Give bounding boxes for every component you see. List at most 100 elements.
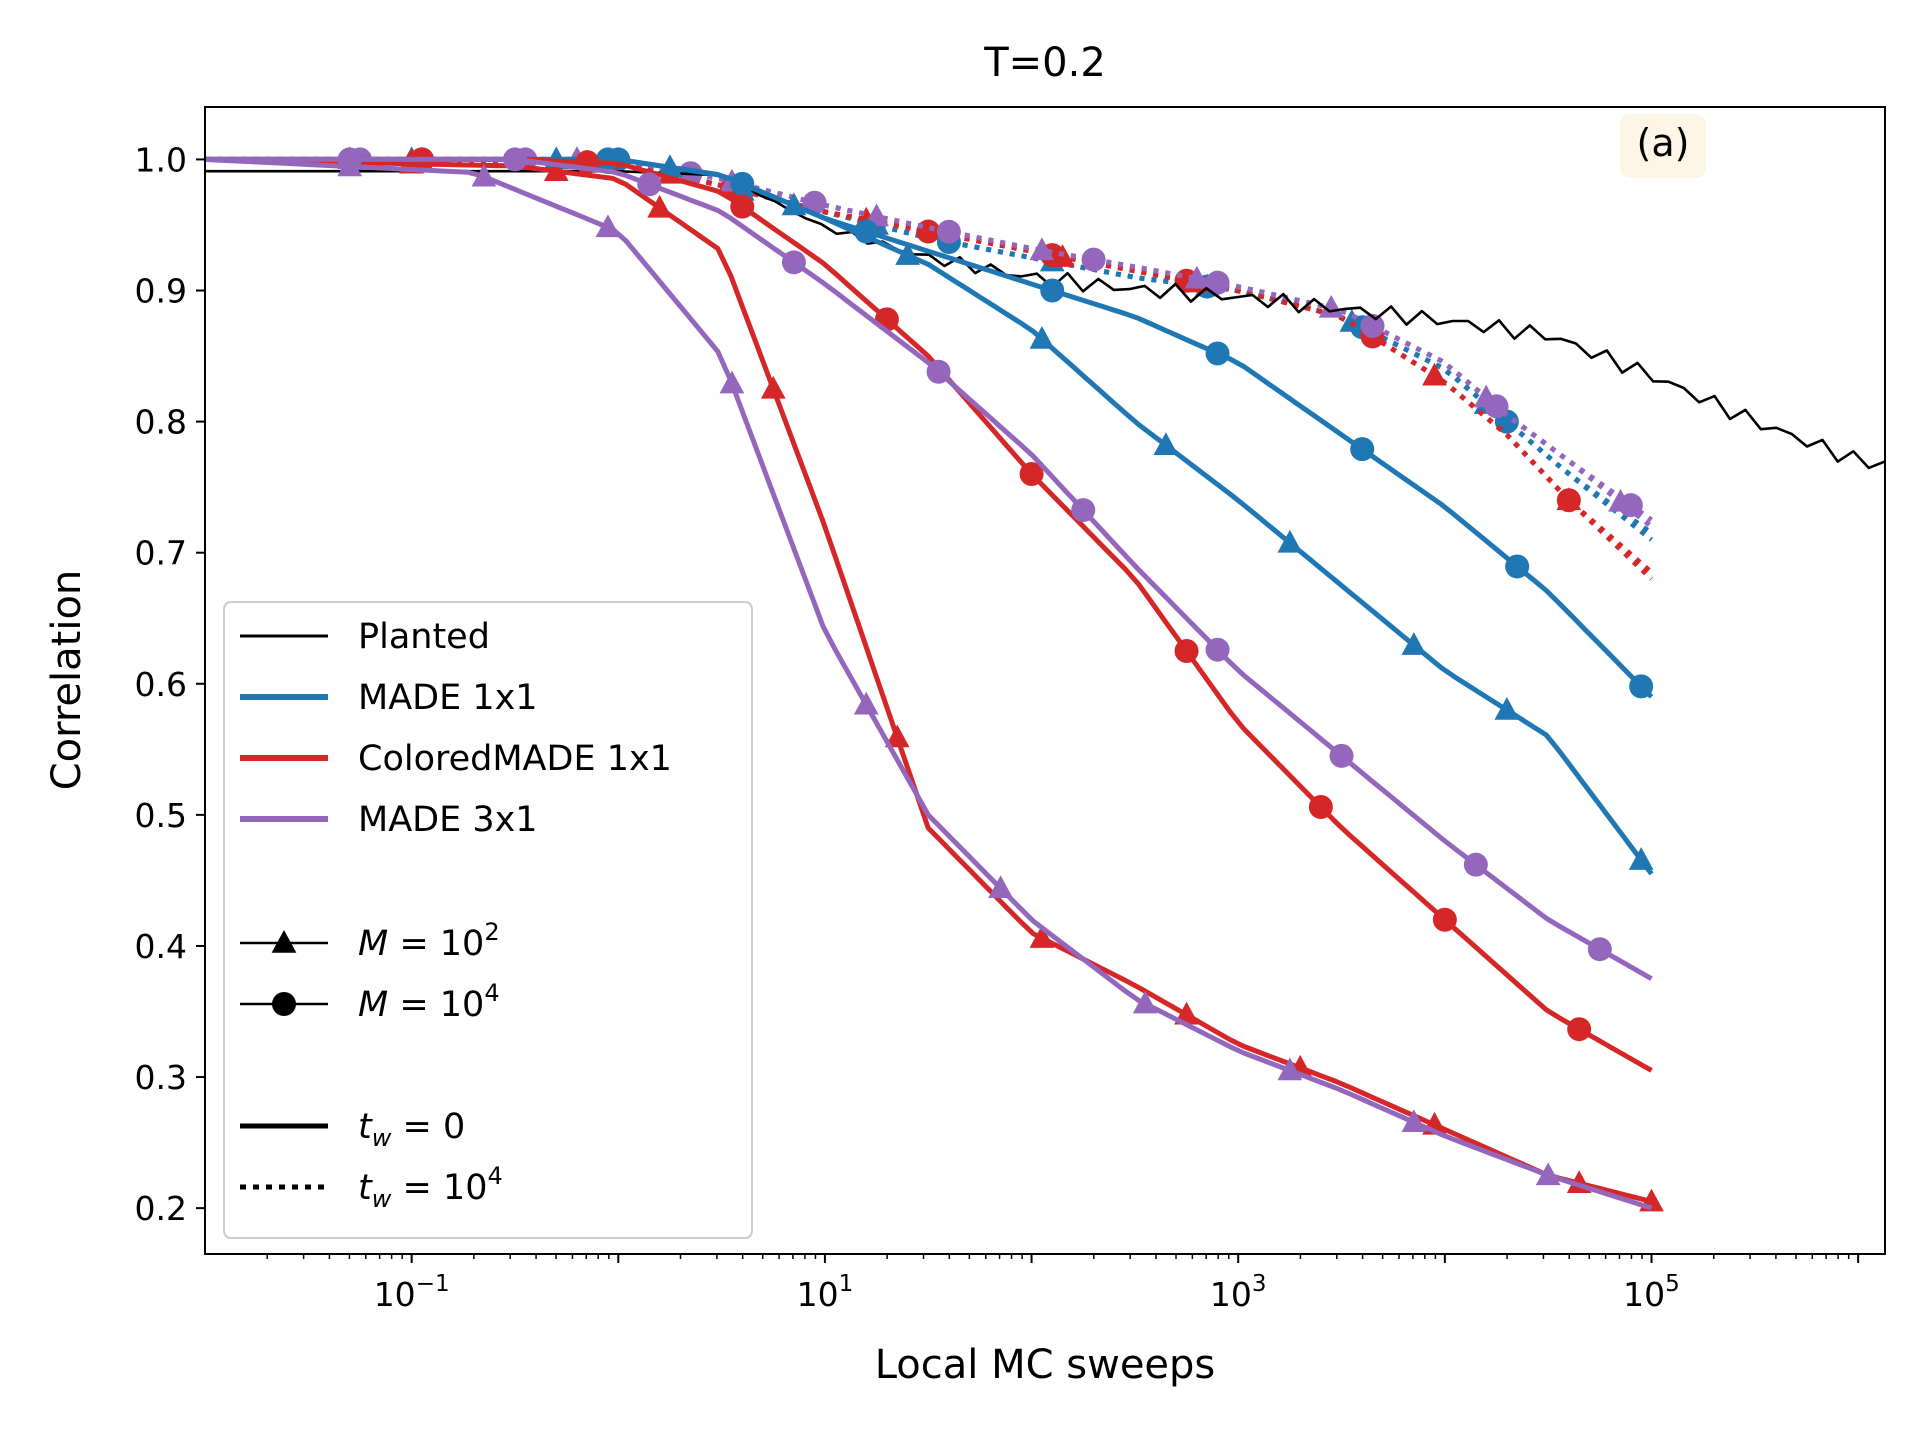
series-point-circle — [1071, 498, 1096, 523]
series-point-circle — [1360, 313, 1385, 338]
series-point-circle — [1205, 341, 1230, 366]
legend-label: MADE 3x1 — [358, 800, 538, 840]
x-tick-label: 105 — [1623, 1271, 1680, 1314]
axis-ticks: 1.0 0.9 0.8 0.7 0.6 0.5 0.4 0.3 0.2 10−1 101 103 105 — [135, 140, 1860, 1314]
y-tick-label: 0.7 — [135, 534, 187, 573]
series-point-triangle — [719, 370, 745, 394]
panel-label-box: (a) — [1620, 114, 1706, 178]
series-point-circle — [730, 194, 755, 219]
series-point-triangle — [853, 691, 879, 715]
legend: Planted MADE 1x1 ColoredMADE 1x1 MADE 3x1 M … — [223, 601, 753, 1239]
legend-entry-planted: Planted — [240, 617, 490, 657]
series-point-triangle — [760, 375, 786, 399]
series-point-circle — [1556, 488, 1581, 513]
series-point-triangle — [1535, 1162, 1561, 1186]
series-point-circle — [337, 147, 362, 172]
series-point-circle — [1081, 247, 1106, 272]
x-tick-label: 103 — [1210, 1271, 1267, 1314]
series-point-triangle — [595, 214, 621, 238]
y-axis-label: Correlation — [44, 570, 90, 791]
y-tick-label: 0.3 — [135, 1058, 187, 1097]
x-axis-label: Local MC sweeps — [875, 1342, 1216, 1388]
series-point-triangle — [1277, 529, 1303, 553]
legend-label: tw = 104 — [358, 1162, 503, 1213]
panel-label: (a) — [1637, 121, 1690, 165]
y-tick-label: 0.5 — [135, 796, 187, 835]
series-point-triangle — [1029, 237, 1055, 261]
y-tick-label: 0.4 — [135, 927, 187, 966]
legend-circle-marker — [272, 992, 296, 1016]
series-point-circle — [1587, 937, 1612, 962]
legend-label: M = 104 — [358, 979, 500, 1025]
series-point-circle — [854, 219, 879, 244]
series-point-triangle — [647, 194, 672, 218]
series-line — [205, 156, 1653, 1205]
series-point-circle — [1567, 1017, 1592, 1042]
series-point-triangle — [1153, 432, 1179, 455]
series-point-circle — [802, 190, 827, 215]
y-tick-label: 0.2 — [135, 1189, 187, 1228]
series-point-circle — [1505, 554, 1530, 579]
series-point-circle — [1618, 493, 1643, 518]
series-point-circle — [1019, 462, 1044, 487]
series-made-3x1-circle — [205, 147, 1653, 981]
series-point-triangle — [988, 875, 1013, 899]
axes-frame — [204, 106, 1886, 1255]
series-point-circle — [502, 147, 527, 172]
chart-title: T=0.2 — [983, 40, 1106, 86]
series-point-triangle — [1277, 1057, 1303, 1081]
series-point-triangle — [895, 242, 920, 265]
series-point-circle — [916, 219, 941, 244]
series-point-triangle — [543, 158, 569, 181]
series-point-circle — [1040, 278, 1065, 303]
plot-series — [205, 146, 1885, 1212]
legend-label: tw = 0 — [358, 1107, 465, 1152]
series-point-triangle — [884, 724, 910, 748]
series-point-triangle — [1029, 925, 1055, 948]
y-tick-label: 1.0 — [135, 140, 187, 179]
legend-label: M = 102 — [358, 918, 500, 964]
x-tick-label: 10−1 — [374, 1271, 450, 1314]
legend-label: MADE 1x1 — [358, 678, 538, 718]
series-point-circle — [1205, 270, 1230, 295]
series-point-triangle — [471, 163, 497, 187]
series-point-circle — [1629, 674, 1654, 699]
x-tick-label: 101 — [797, 1271, 854, 1314]
y-tick-label: 0.6 — [135, 665, 187, 704]
series-point-circle — [1329, 743, 1354, 768]
legend-entry-coloredmade-1x1: ColoredMADE 1x1 — [240, 739, 672, 779]
series-point-triangle — [1401, 632, 1427, 655]
series-point-circle — [926, 359, 951, 384]
series-point-circle — [781, 250, 806, 275]
series-point-circle — [1463, 852, 1488, 877]
series-point-circle — [936, 219, 961, 244]
legend-box — [223, 601, 753, 1239]
series-point-circle — [1484, 394, 1509, 419]
legend-entry-tw-solid: tw = 0 — [240, 1107, 465, 1152]
series-point-triangle — [1628, 847, 1654, 870]
series-point-triangle — [1132, 990, 1158, 1014]
series-point-circle — [1350, 437, 1375, 462]
series-point-circle — [637, 172, 662, 197]
y-tick-label: 0.8 — [135, 403, 187, 442]
series-point-circle — [730, 171, 755, 196]
series-point-circle — [1174, 639, 1199, 664]
legend-entry-m-circle: M = 104 — [240, 979, 500, 1025]
legend-entry-made-3x1: MADE 3x1 — [240, 800, 538, 840]
series-point-circle — [1205, 637, 1230, 662]
y-tick-label: 0.9 — [135, 272, 187, 311]
legend-label: ColoredMADE 1x1 — [358, 739, 672, 779]
series-point-circle — [1308, 794, 1333, 819]
legend-label: Planted — [358, 617, 490, 657]
plot-frame — [204, 106, 1886, 1255]
series-point-triangle — [1401, 1109, 1427, 1133]
series-point-triangle — [1029, 326, 1055, 349]
legend-triangle-marker — [271, 930, 297, 953]
series-point-triangle — [1494, 696, 1520, 720]
legend-entry-made-1x1: MADE 1x1 — [240, 678, 538, 718]
legend-entry-m-triangle: M = 102 — [240, 918, 500, 964]
panel-label-background — [1620, 114, 1706, 178]
legend-entry-tw-dotted: tw = 104 — [240, 1162, 503, 1213]
series-made-3x1-triangle — [205, 153, 1653, 1211]
